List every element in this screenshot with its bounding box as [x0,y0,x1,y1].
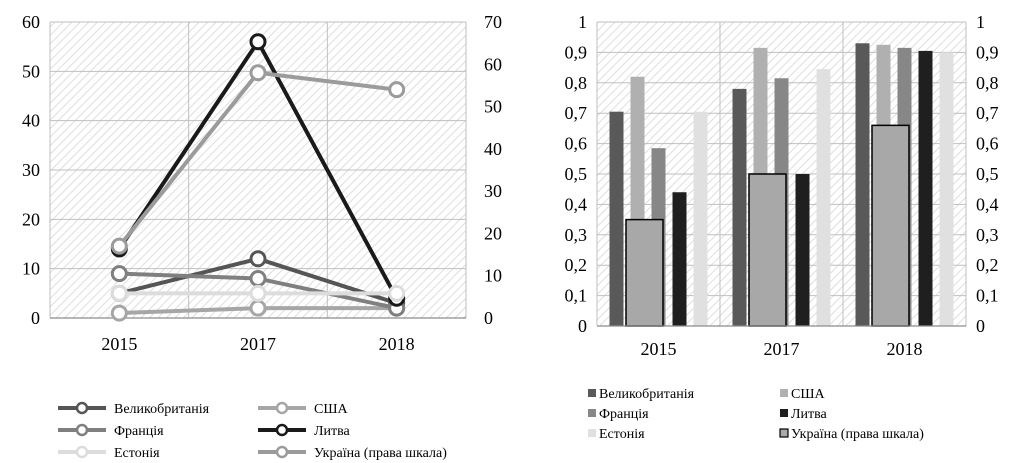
legend-label: Україна (права шкала) [314,446,447,461]
legend-marker [75,401,89,415]
legend-swatch [780,389,788,397]
data-point [110,284,128,302]
left-axis-tick-label: 0,4 [565,194,588,214]
left-axis-tick-label: 0,3 [565,225,588,245]
left-axis-tick-label: 0,8 [565,73,588,93]
legend-marker [275,445,289,459]
bar [609,111,624,327]
legend-label: Естонія [114,446,160,461]
right-axis-tick-label: 0,7 [976,103,999,123]
data-point [249,284,267,302]
legend-swatch [588,409,596,417]
data-point [388,284,406,302]
x-axis-tick-label: 2015 [641,339,677,359]
legend-marker [75,423,89,437]
legend-label: Литва [314,424,351,439]
right-axis-tick-label: 0 [484,308,493,328]
right-axis-tick-label: 0,5 [976,164,999,184]
data-point [388,81,406,99]
legend-label: Великобританія [114,402,210,417]
left-axis-tick-label: 10 [22,259,40,279]
legend-label: США [791,387,825,402]
right-axis-tick-label: 0,9 [976,42,999,62]
right-axis-tick-label: 0,4 [976,194,999,214]
right-axis-tick-label: 0,1 [976,286,999,306]
bar [918,50,933,326]
left-axis-tick-label: 0 [31,308,40,328]
legend-marker [275,423,289,437]
legend-label: Естонія [599,427,645,442]
right-axis-tick-label: 20 [484,223,502,243]
left-axis-tick-label: 0,5 [565,164,588,184]
left-axis-tick-label: 50 [22,61,40,81]
right-axis-tick-label: 40 [484,139,502,159]
data-point [110,237,128,255]
left-axis-tick-label: 0,9 [565,42,588,62]
left-axis-tick-label: 60 [22,12,40,32]
x-axis-tick-label: 2018 [887,339,923,359]
right-axis-tick-label: 0,6 [976,134,999,154]
legend-label: США [314,402,348,417]
left-axis-tick-label: 0,6 [565,134,588,154]
right-axis-tick-label: 0,3 [976,225,999,245]
x-axis-tick-label: 2017 [764,339,800,359]
left-axis-tick-label: 0,2 [565,255,588,275]
left-axis-tick-label: 0 [578,316,587,336]
legend-marker [75,445,89,459]
right-axis-tick-label: 10 [484,266,502,286]
legend-swatch [780,409,788,417]
legend-label: Литва [791,407,828,422]
right-axis-tick-label: 50 [484,97,502,117]
bar [693,111,708,327]
x-axis-tick-label: 2018 [379,334,415,354]
data-point [249,250,267,268]
bar-secondary-axis [871,124,910,327]
left-axis-tick-label: 40 [22,111,40,131]
left-axis-tick-label: 0,7 [565,103,588,123]
legend-swatch [588,429,596,437]
legend-label: Україна (права шкала) [791,427,924,442]
legend-label: Франція [114,424,164,439]
bar [939,52,954,327]
right-axis-tick-label: 1 [976,12,985,32]
bar [855,43,870,326]
left-axis-tick-label: 1 [578,12,587,32]
data-point [249,299,267,317]
bar-secondary-axis [625,218,664,327]
bar [732,88,747,326]
bar-chart: 0 0,1 0,2 0,3 0,4 0,5 0,6 0,7 0,8 0,9 1 0 0,1 0,2 0,3 0… [565,12,999,442]
data-point [249,33,267,51]
line-chart: 0 10 20 30 40 50 60 0 10 20 30 40 50 60 70 2015 2017 2018… [22,12,502,461]
data-point [249,270,267,288]
right-axis-tick-label: 30 [484,181,502,201]
bar [795,174,810,326]
data-point [249,64,267,82]
right-axis-tick-label: 70 [484,12,502,32]
legend-swatch [779,428,789,438]
legend-marker [275,401,289,415]
right-axis-tick-label: 0 [976,316,985,336]
bar [816,69,831,327]
left-axis-tick-label: 30 [22,160,40,180]
legend-label: Великобританія [599,387,695,402]
x-axis-tick-label: 2017 [240,334,276,354]
data-point [110,304,128,322]
legend-label: Франція [599,407,649,422]
right-axis-tick-label: 60 [484,54,502,74]
right-axis-tick-label: 0,8 [976,73,999,93]
legend-swatch [588,389,596,397]
right-axis-tick-label: 0,2 [976,255,999,275]
left-axis-tick-label: 20 [22,209,40,229]
data-point [110,265,128,283]
bar [672,192,687,326]
left-axis-tick-label: 0,1 [565,286,588,306]
bar-secondary-axis [748,173,787,327]
x-axis-tick-label: 2015 [101,334,137,354]
